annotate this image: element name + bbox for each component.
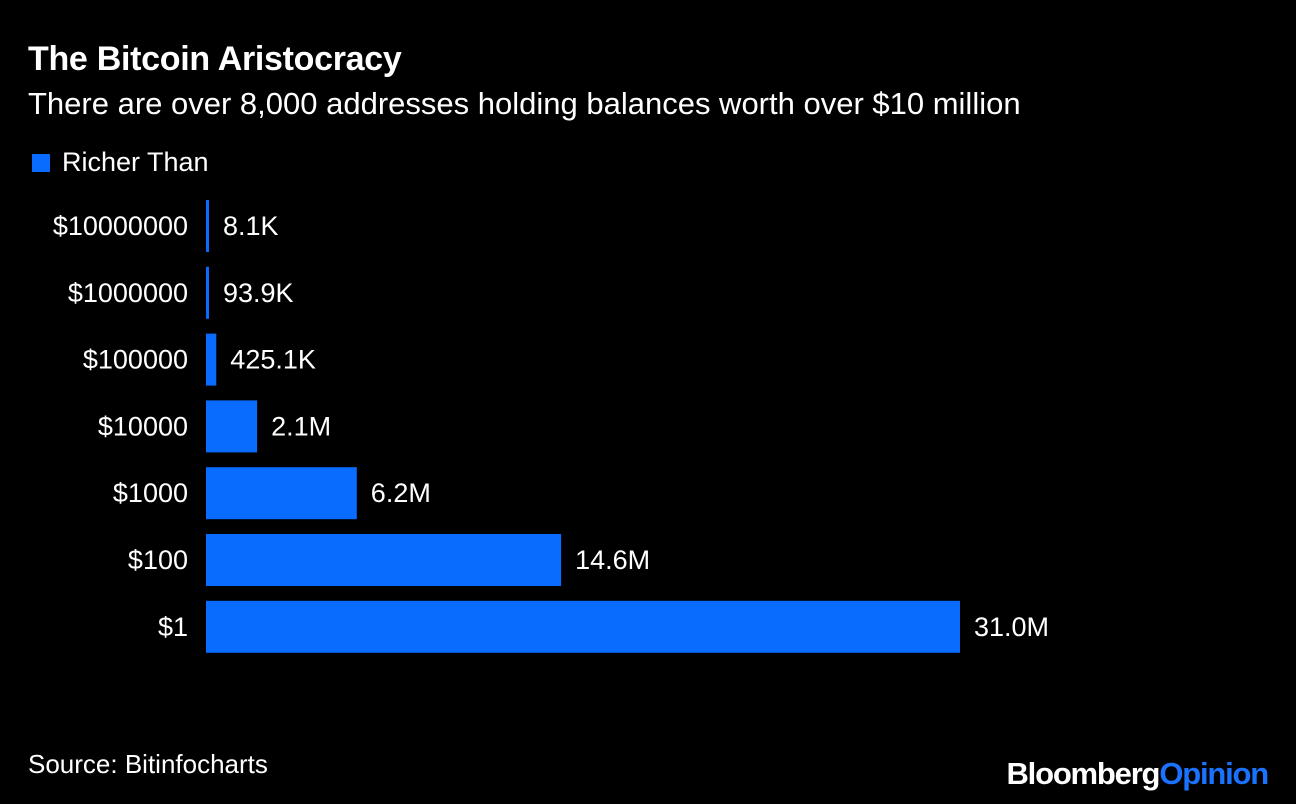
brand-logo: BloombergOpinion [1006,756,1269,792]
category-label: $1000 [113,478,188,508]
legend: Richer Than [32,147,209,178]
bar-3 [206,400,258,453]
category-label: $10000000 [53,211,188,241]
brand-accent: Opinion [1159,756,1269,791]
value-label: 93.9K [223,278,294,308]
category-label: $100 [128,545,188,575]
bar-0 [206,200,209,252]
source-note: Source: Bitinfocharts [28,749,268,779]
legend-swatch [32,153,50,172]
legend-label: Richer Than [62,147,209,177]
category-label: $100000 [83,345,188,375]
chart-title: The Bitcoin Aristocracy [28,40,402,78]
bar-2 [206,333,217,386]
value-label: 6.2M [371,478,431,508]
category-label: $1000000 [68,278,188,308]
brand-name: Bloomberg [1006,756,1160,791]
value-label: 8.1K [223,211,279,241]
category-label: $1 [158,612,188,642]
value-label: 2.1M [271,411,331,441]
chart-subtitle: There are over 8,000 addresses holding b… [28,86,1021,121]
bar-1 [206,266,209,319]
category-label: $10000 [98,411,188,441]
bar-5 [206,534,562,586]
bar-6 [206,600,960,653]
bar-4 [206,467,357,520]
value-label: 31.0M [974,612,1049,642]
value-label: 425.1K [230,345,316,375]
value-label: 14.6M [575,545,650,575]
